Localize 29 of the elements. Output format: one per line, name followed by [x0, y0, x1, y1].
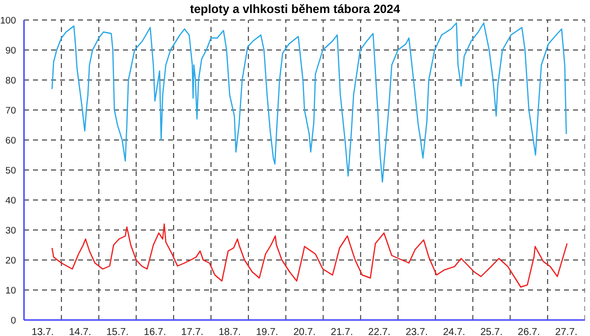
y-tick-label: 10: [5, 285, 16, 296]
x-tick-label: 26.7.: [518, 327, 540, 336]
x-tick-label: 15.7.: [106, 327, 129, 336]
x-tick-label: 14.7.: [68, 327, 92, 336]
x-tick-label: 20.7.: [293, 327, 316, 336]
y-tick-label: 20: [5, 255, 16, 266]
x-tick-label: 19.7.: [256, 327, 278, 336]
x-tick-label: 25.7.: [480, 327, 503, 336]
y-tick-label: 100: [0, 15, 16, 26]
x-tick-label: 17.7.: [181, 327, 204, 336]
x-tick-label: 23.7.: [406, 327, 428, 336]
x-tick-label: 27.7.: [555, 327, 578, 336]
x-tick-label: 22.7.: [368, 327, 390, 336]
y-tick-label: 90: [5, 45, 16, 56]
y-tick-label: 60: [5, 135, 16, 146]
x-tick-label: 18.7.: [218, 327, 241, 336]
y-tick-label: 40: [5, 195, 16, 206]
x-tick-label: 24.7.: [442, 327, 466, 336]
x-tick-label: 21.7.: [330, 327, 354, 336]
x-tick-label: 16.7.: [144, 327, 166, 336]
x-tick-label: 13.7.: [32, 327, 54, 336]
line-series: [51, 22, 567, 183]
y-tick-label: 80: [5, 75, 16, 86]
y-tick-label: 30: [5, 225, 16, 236]
line-series: [51, 223, 568, 288]
y-tick-label: 50: [5, 165, 16, 176]
y-tick-label: 0: [10, 315, 16, 326]
chart-title: teploty a vlhkosti během tábora 2024: [188, 2, 402, 16]
y-tick-label: 70: [5, 105, 16, 116]
